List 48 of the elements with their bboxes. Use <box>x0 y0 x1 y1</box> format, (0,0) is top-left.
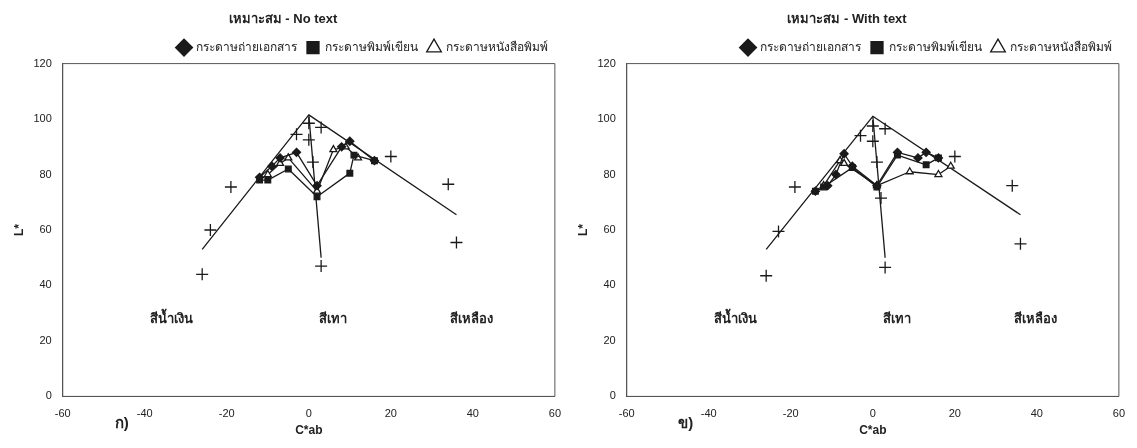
y-tick-label: 80 <box>39 167 52 180</box>
legend-label: กระดาษหนังสือพิมพ์ <box>1010 39 1112 54</box>
x-tick-label: -20 <box>782 407 799 420</box>
annotation: สีเหลือง <box>1013 311 1057 327</box>
y-axis-title: L* <box>575 223 590 236</box>
x-axis-title: C*ab <box>295 423 323 438</box>
text: ข) <box>678 414 694 432</box>
legend-label: กระดาษหนังสือพิมพ์ <box>446 39 548 54</box>
y-tick-label: 20 <box>39 333 52 346</box>
chart-title: เหมาะสม - No text <box>228 11 338 27</box>
y-tick-label: 120 <box>33 56 52 69</box>
y-tick-label: 40 <box>39 278 52 291</box>
y-axis-title: L* <box>11 223 26 236</box>
legend-label: กระดาษถ่ายเอกสาร <box>760 39 862 54</box>
x-tick-label: 40 <box>1030 407 1043 420</box>
x-tick-label: 0 <box>305 407 312 420</box>
x-tick-label: -60 <box>54 407 71 420</box>
x-tick-label: 40 <box>466 407 479 420</box>
x-tick-label: -60 <box>618 407 635 420</box>
legend-label: กระดาษพิมพ์เขียน <box>889 39 982 54</box>
x-axis-title: C*ab <box>859 423 887 438</box>
x-tick-label: 20 <box>384 407 397 420</box>
y-tick-label: 40 <box>603 278 616 291</box>
annotation: สีเทา <box>319 311 348 327</box>
legend-label: กระดาษพิมพ์เขียน <box>325 39 418 54</box>
y-tick-label: 60 <box>39 223 52 236</box>
annotation: สีน้ำเงิน <box>149 308 193 327</box>
x-tick-label: 60 <box>548 407 562 420</box>
annotation: สีเหลือง <box>449 311 493 327</box>
annotation: สีน้ำเงิน <box>713 308 757 327</box>
chart-title: เหมาะสม - With text <box>787 11 908 27</box>
y-tick-label: 80 <box>603 167 616 180</box>
x-tick-label: 20 <box>948 407 961 420</box>
text: ก) <box>114 414 129 432</box>
y-tick-label: 100 <box>597 112 616 125</box>
y-tick-label: 120 <box>597 56 616 69</box>
y-tick-label: 0 <box>45 389 52 402</box>
y-tick-label: 60 <box>603 223 616 236</box>
x-tick-label: 0 <box>869 407 876 420</box>
x-tick-label: -20 <box>218 407 235 420</box>
y-tick-label: 100 <box>33 112 52 125</box>
y-tick-label: 20 <box>603 333 616 346</box>
legend-label: กระดาษถ่ายเอกสาร <box>196 39 298 54</box>
x-tick-label: 60 <box>1112 407 1126 420</box>
x-tick-label: -40 <box>700 407 717 420</box>
y-tick-label: 0 <box>609 389 616 402</box>
annotation: สีเทา <box>883 311 912 327</box>
x-tick-label: -40 <box>136 407 153 420</box>
